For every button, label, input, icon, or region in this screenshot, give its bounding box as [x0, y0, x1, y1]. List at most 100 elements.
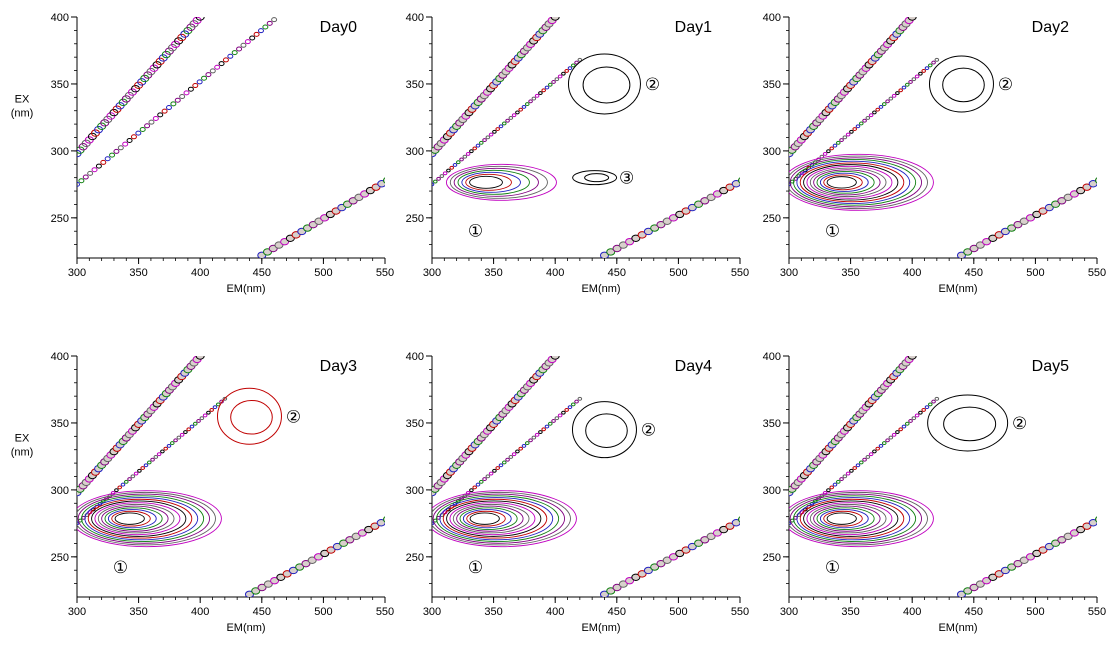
scatter-band-lower-right — [1057, 197, 1067, 205]
contour-area — [432, 17, 740, 258]
scatter-band-second-order — [183, 430, 188, 434]
scatter-band-second-order — [249, 35, 256, 41]
scatter-band-second-order — [201, 75, 208, 81]
scatter-band-second-order — [455, 160, 461, 165]
scatter-band-second-order — [868, 452, 874, 457]
x-tick-label: 550 — [376, 606, 394, 618]
y-tick-label: 350 — [406, 418, 424, 430]
scatter-band-lower-right — [719, 525, 729, 534]
peak-label-1: ① — [825, 222, 840, 242]
scatter-band-lower-right — [731, 180, 740, 188]
x-axis-label: EM(nm) — [581, 622, 620, 634]
scatter-band-second-order — [505, 118, 510, 123]
peak-label-1: ① — [113, 558, 128, 578]
scatter-band-second-order — [872, 110, 877, 115]
scatter-band-lower-right — [370, 522, 380, 530]
scatter-band-second-order — [222, 57, 229, 63]
scatter-band-second-order — [574, 399, 579, 404]
peak-1-contour — [789, 153, 934, 211]
scatter-band-lower-right — [382, 516, 385, 523]
peak-2-outer-contour — [216, 387, 282, 445]
scatter-band-second-order — [123, 479, 129, 484]
scatter-band-lower-right — [1088, 180, 1097, 188]
scatter-band-second-order — [482, 138, 487, 143]
peak-1-contour — [819, 509, 869, 529]
peak-1-contour — [466, 510, 506, 527]
y-tick-label: 400 — [763, 351, 781, 363]
scatter-band-lower-right — [712, 190, 722, 198]
scatter-band-second-order — [839, 138, 844, 143]
x-tick-label: 400 — [903, 267, 921, 279]
y-axis-label: EX — [15, 94, 30, 106]
scatter-band-second-order — [918, 410, 923, 415]
scatter-band-second-order — [845, 132, 851, 137]
scatter-band-second-order — [152, 115, 159, 121]
scatter-band-lower-right — [969, 583, 979, 592]
peak-1-contour — [793, 159, 917, 206]
scatter-band-second-order — [904, 421, 910, 426]
scatter-band-second-order — [199, 416, 205, 421]
peak-1-contour — [84, 497, 199, 541]
y-tick-label: 400 — [406, 351, 424, 363]
scatter-band-lower-right — [675, 549, 685, 558]
scatter-band-second-order — [511, 113, 517, 118]
peak-1-contour — [445, 163, 557, 201]
scatter-band-lower-right — [257, 583, 267, 592]
y-tick-label: 350 — [763, 79, 781, 91]
scatter-band-second-order — [432, 179, 438, 184]
scatter-band-lower-right — [1082, 522, 1092, 530]
scatter-band-second-order — [842, 474, 848, 479]
scatter-band-second-order — [495, 466, 501, 470]
scatter-band-second-order — [192, 83, 199, 89]
peak-1-contour — [462, 509, 512, 529]
x-axis-label: EM(nm) — [226, 283, 265, 295]
x-tick-label: 450 — [965, 606, 983, 618]
scatter-band-second-order — [849, 129, 854, 134]
scatter-band-second-order — [570, 63, 576, 68]
contour-area — [77, 356, 385, 597]
scatter-band-second-order — [878, 104, 884, 109]
panel-title: Day5 — [1032, 358, 1069, 375]
contour-area — [789, 356, 1097, 597]
x-tick-label: 400 — [546, 606, 564, 618]
peak-1-contour — [446, 500, 542, 537]
scatter-band-second-order — [934, 57, 940, 62]
scatter-band-second-order — [126, 137, 133, 143]
scatter-band-second-order — [183, 90, 190, 96]
scatter-band-second-order — [77, 181, 80, 187]
scatter-band-lower-right — [270, 576, 280, 585]
x-tick-label: 500 — [314, 606, 332, 618]
panel-title: Day1 — [675, 19, 712, 36]
scatter-band-second-order — [146, 460, 152, 465]
scatter-band-second-order — [914, 74, 920, 79]
peak-1-contour — [439, 497, 554, 541]
scatter-band-second-order — [547, 421, 553, 426]
scatter-band-second-order — [478, 479, 484, 484]
scatter-band-second-order — [842, 135, 848, 140]
scatter-band-lower-right — [725, 522, 735, 530]
scatter-band-lower-right — [625, 237, 635, 246]
peak-1-contour — [799, 498, 905, 539]
scatter-band-lower-right — [1088, 519, 1097, 527]
scatter-band-second-order — [557, 413, 563, 418]
peak-1-contour — [94, 502, 181, 536]
scatter-band-lower-right — [687, 203, 697, 212]
x-tick-label: 350 — [484, 606, 502, 618]
x-tick-label: 300 — [68, 606, 86, 618]
y-tick-label: 350 — [406, 79, 424, 91]
peak-1-contour — [457, 169, 530, 195]
x-tick-label: 550 — [731, 267, 749, 279]
scatter-band-lower-right — [1007, 224, 1017, 232]
scatter-band-second-order — [133, 471, 139, 476]
scatter-band-second-order — [91, 167, 98, 173]
scatter-band-lower-right — [1025, 214, 1035, 222]
scatter-band-second-order — [271, 17, 278, 23]
scatter-band-second-order — [262, 24, 269, 30]
scatter-band-lower-right — [982, 237, 992, 246]
scatter-band-second-order — [187, 86, 194, 92]
y-axis-unit: (nm) — [11, 108, 34, 120]
peak-1-contour — [442, 498, 548, 539]
scatter-band-second-order — [564, 68, 569, 73]
scatter-band-second-order — [829, 146, 835, 151]
scatter-band-second-order — [862, 457, 867, 462]
